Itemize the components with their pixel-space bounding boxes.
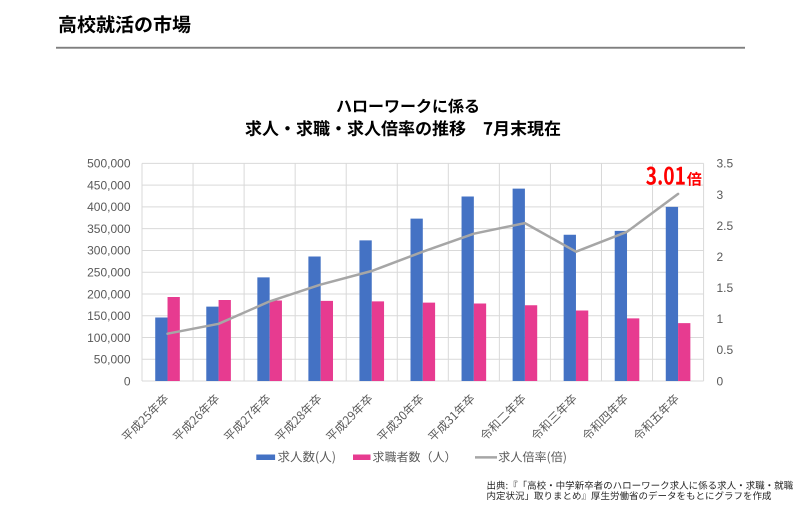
svg-text:2.5: 2.5 (717, 219, 734, 233)
svg-text:3: 3 (717, 188, 724, 202)
svg-text:150,000: 150,000 (87, 309, 131, 323)
svg-text:2: 2 (717, 250, 724, 264)
svg-text:1.5: 1.5 (717, 281, 734, 295)
svg-text:400,000: 400,000 (87, 200, 131, 214)
svg-text:450,000: 450,000 (87, 179, 131, 193)
svg-text:0.5: 0.5 (717, 343, 734, 357)
svg-text:350,000: 350,000 (87, 222, 131, 236)
svg-text:500,000: 500,000 (87, 157, 131, 171)
svg-text:0: 0 (124, 374, 131, 388)
svg-text:250,000: 250,000 (87, 266, 131, 280)
svg-text:100,000: 100,000 (87, 331, 131, 345)
svg-text:0: 0 (717, 374, 724, 388)
svg-text:50,000: 50,000 (94, 353, 131, 367)
svg-text:1: 1 (717, 312, 724, 326)
svg-text:300,000: 300,000 (87, 244, 131, 258)
svg-text:200,000: 200,000 (87, 287, 131, 301)
svg-text:3.5: 3.5 (717, 157, 734, 171)
